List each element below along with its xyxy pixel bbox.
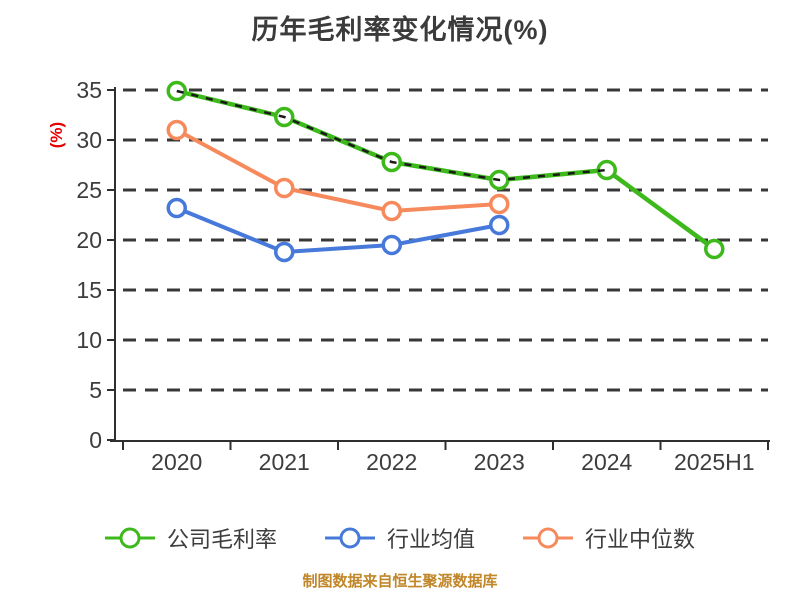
y-tick-label-30: 30	[76, 127, 102, 153]
series-0-marker-2025H1	[704, 238, 725, 260]
series-2-marker-2021	[274, 177, 295, 199]
x-label-2020: 2020	[151, 449, 202, 475]
legend-marker-icon	[324, 527, 375, 549]
chart-title: 历年毛利率变化情况(%)	[251, 15, 549, 45]
legend-item-0[interactable]: 公司毛利率	[104, 522, 277, 554]
chart-footer-source: 制图数据来自恒生聚源数据库	[302, 573, 498, 590]
y-tick-label-35: 35	[76, 77, 102, 103]
legend-label: 行业均值	[386, 527, 475, 552]
x-label-2025H1: 2025H1	[674, 449, 755, 475]
y-tick-label-0: 0	[89, 427, 102, 453]
x-label-2024: 2024	[581, 449, 632, 475]
legend-label: 行业中位数	[585, 527, 696, 552]
legend-marker-icon	[523, 527, 573, 549]
legend-marker-icon	[104, 527, 155, 549]
series-1-marker-2022	[381, 234, 402, 256]
legend-item-1[interactable]: 行业均值	[324, 522, 475, 554]
x-label-2022: 2022	[366, 449, 417, 475]
series-0-dashed-overlay	[176, 89, 607, 182]
series-1-marker-2023	[489, 214, 510, 236]
series-line-0	[174, 88, 717, 252]
y-tick-label-20: 20	[76, 227, 102, 253]
legend-label: 公司毛利率	[166, 527, 277, 552]
legend-item-2[interactable]: 行业中位数	[523, 522, 695, 554]
y-tick-label-10: 10	[76, 327, 102, 353]
series-1-marker-2021	[274, 241, 295, 263]
series-1-marker-2020	[166, 197, 187, 219]
series-2-marker-2023	[489, 193, 510, 215]
y-tick-label-25: 25	[76, 177, 102, 203]
series-2-marker-2022	[381, 200, 402, 222]
x-label-2023: 2023	[474, 449, 525, 475]
chart-legend: 公司毛利率 行业均值 行业中位数	[0, 518, 800, 558]
series-2-marker-2020	[166, 119, 187, 141]
y-tick-label-15: 15	[76, 277, 102, 303]
series-line-2	[174, 128, 502, 213]
x-label-2021: 2021	[259, 449, 310, 475]
y-axis-unit-label: (%)	[47, 122, 66, 148]
y-tick-label-5: 5	[89, 377, 102, 403]
series-line-1	[174, 206, 502, 254]
